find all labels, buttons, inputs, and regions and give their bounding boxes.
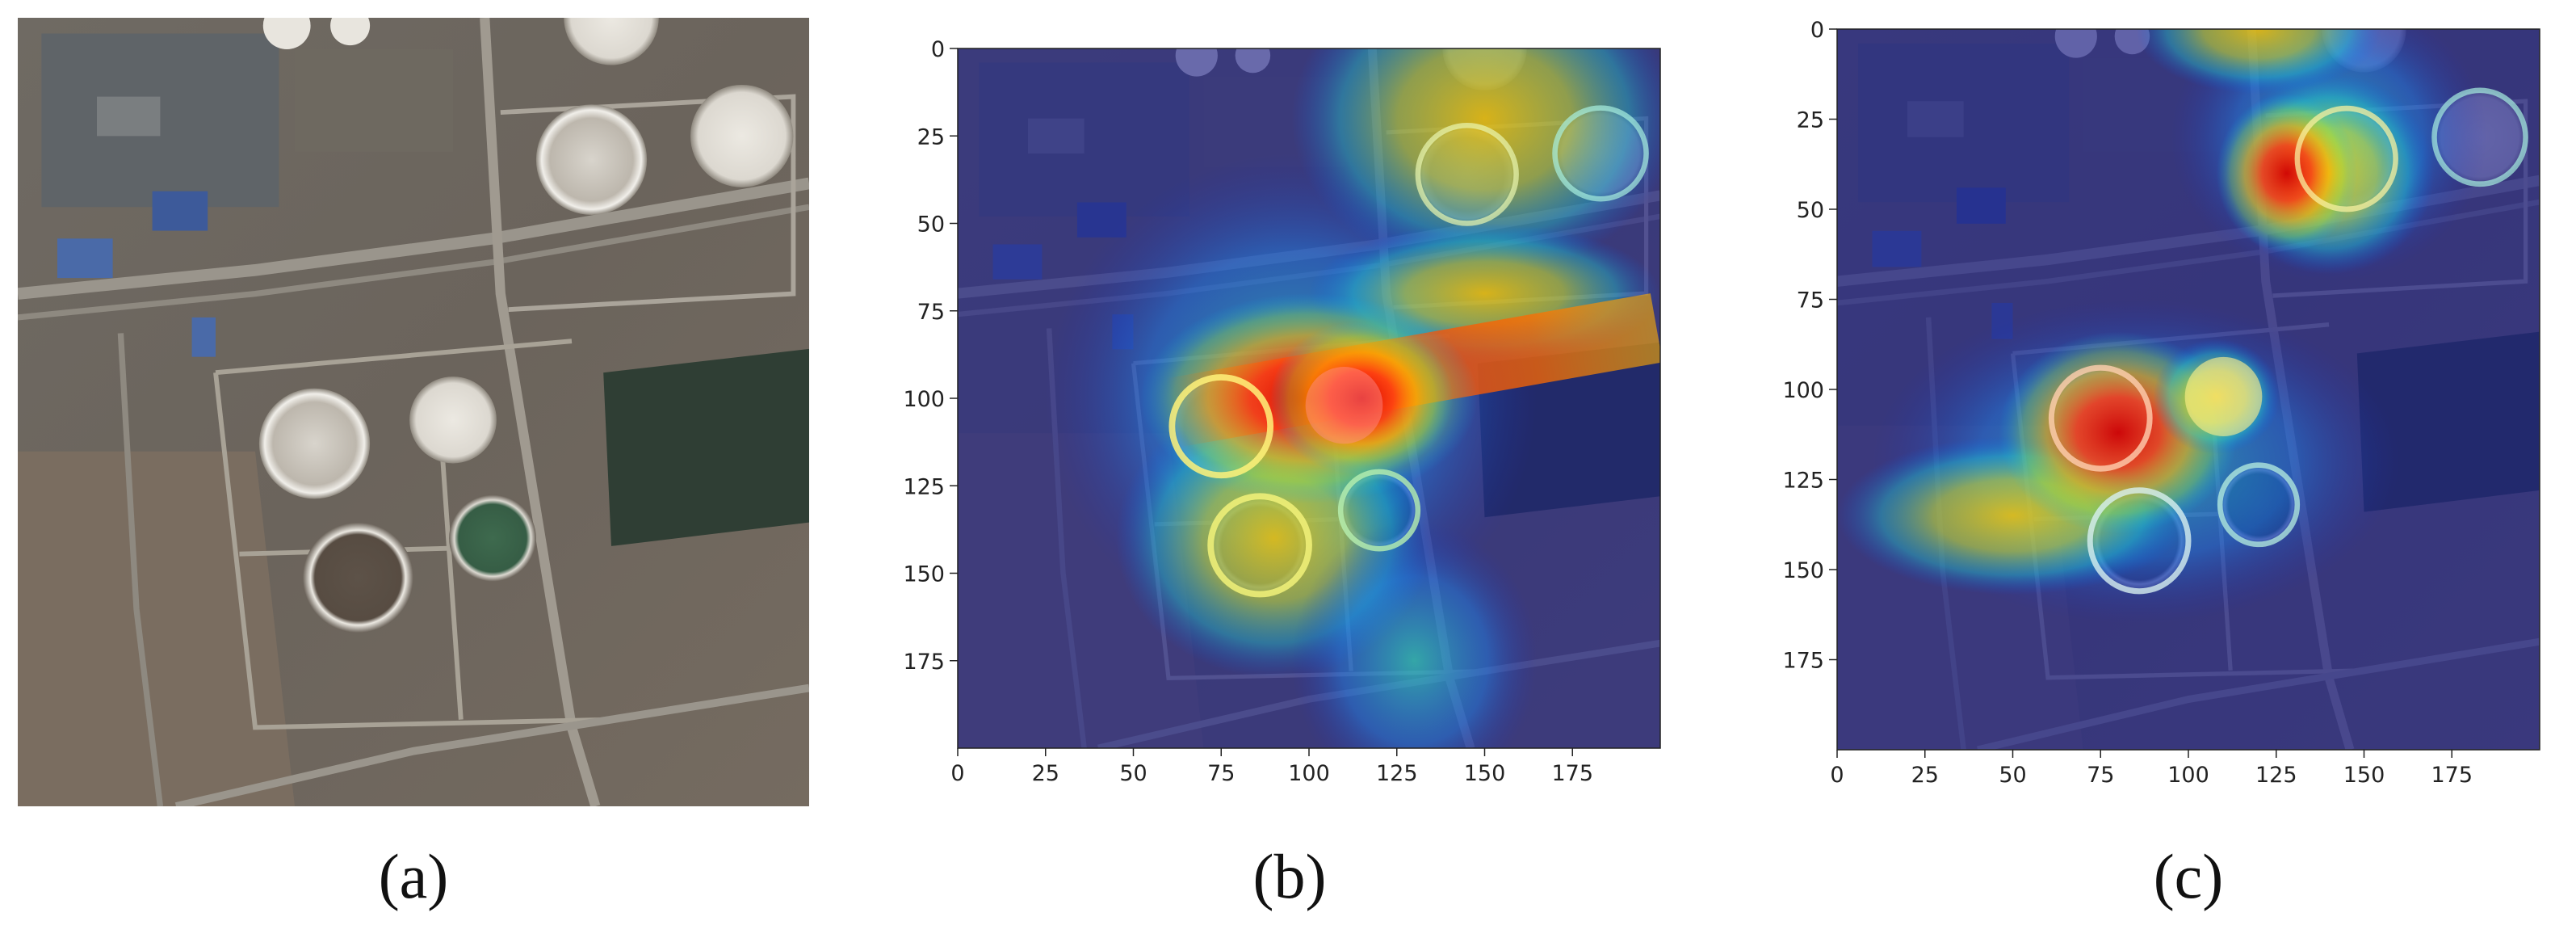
- panel-c-x-tick-label: 100: [2167, 763, 2209, 788]
- panel-b-axes: 0 25 50 75 100 125 150 175 0 25 50 75 100 125 150 175: [903, 37, 1593, 786]
- panel-b-y-tick-label: 0: [931, 37, 945, 62]
- panel-c-x-tick-label: 125: [2255, 763, 2297, 788]
- caption-a: (a): [378, 841, 449, 911]
- panel-c-x-tick-label: 25: [1911, 763, 1939, 788]
- panel-b-x-tick-label: 175: [1551, 761, 1593, 786]
- panel-c-y-tick-label: 175: [1782, 649, 1824, 674]
- panel-c-x-tick-label: 75: [2087, 763, 2114, 788]
- panel-b-y-tick-label: 125: [903, 474, 945, 499]
- caption-b: (b): [1252, 841, 1327, 911]
- panel-b-x-tick-label: 100: [1288, 761, 1330, 786]
- panel-a-satellite-image: [18, 0, 809, 806]
- panel-b-y-tick-label: 50: [917, 212, 945, 238]
- panel-b-y-tick-label: 175: [903, 650, 945, 675]
- panel-c-y-tick-label: 50: [1797, 198, 1824, 223]
- panel-b-x-tick-label: 50: [1119, 761, 1147, 786]
- panel-b-x-tick-label: 150: [1464, 761, 1506, 786]
- panel-c-y-tick-label: 125: [1782, 469, 1824, 494]
- panel-c-y-tick-label: 75: [1797, 288, 1824, 313]
- panel-c-x-tick-label: 150: [2343, 763, 2385, 788]
- panel-c-y-tick-label: 0: [1810, 18, 1824, 43]
- panel-c-axes: 0 25 50 75 100 125 150 175 0 25 50 75 100 125 150 175: [1782, 18, 2473, 788]
- panel-b-y-tick-label: 75: [917, 300, 945, 325]
- panel-c-x-tick-label: 50: [1999, 763, 2026, 788]
- panel-c-y-tick-label: 100: [1782, 378, 1824, 403]
- panel-b-x-tick-label: 0: [950, 761, 964, 786]
- panel-b: 0 25 50 75 100 125 150 175 0 25 50 75 100 125 150 175: [903, 37, 1661, 786]
- panel-c-heatmap-image: [1837, 29, 2540, 750]
- panel-c-y-tick-label: 150: [1782, 558, 1824, 583]
- panel-b-y-tick-label: 150: [903, 562, 945, 587]
- caption-c: (c): [2153, 841, 2224, 911]
- panel-b-x-tick-label: 125: [1376, 761, 1418, 786]
- panel-b-y-tick-label: 100: [903, 387, 945, 412]
- panel-c-x-tick-label: 0: [1830, 763, 1844, 788]
- panel-c-y-tick-label: 25: [1797, 108, 1824, 133]
- panel-b-y-tick-label: 25: [917, 124, 945, 149]
- panel-b-x-tick-label: 25: [1032, 761, 1059, 786]
- panel-c-x-tick-label: 175: [2431, 763, 2473, 788]
- panel-a: [18, 0, 809, 806]
- panel-c: 0 25 50 75 100 125 150 175 0 25 50 75 100 125 150 175: [1782, 18, 2540, 788]
- panel-b-heatmap-image: [958, 48, 1660, 748]
- panel-b-x-tick-label: 75: [1207, 761, 1235, 786]
